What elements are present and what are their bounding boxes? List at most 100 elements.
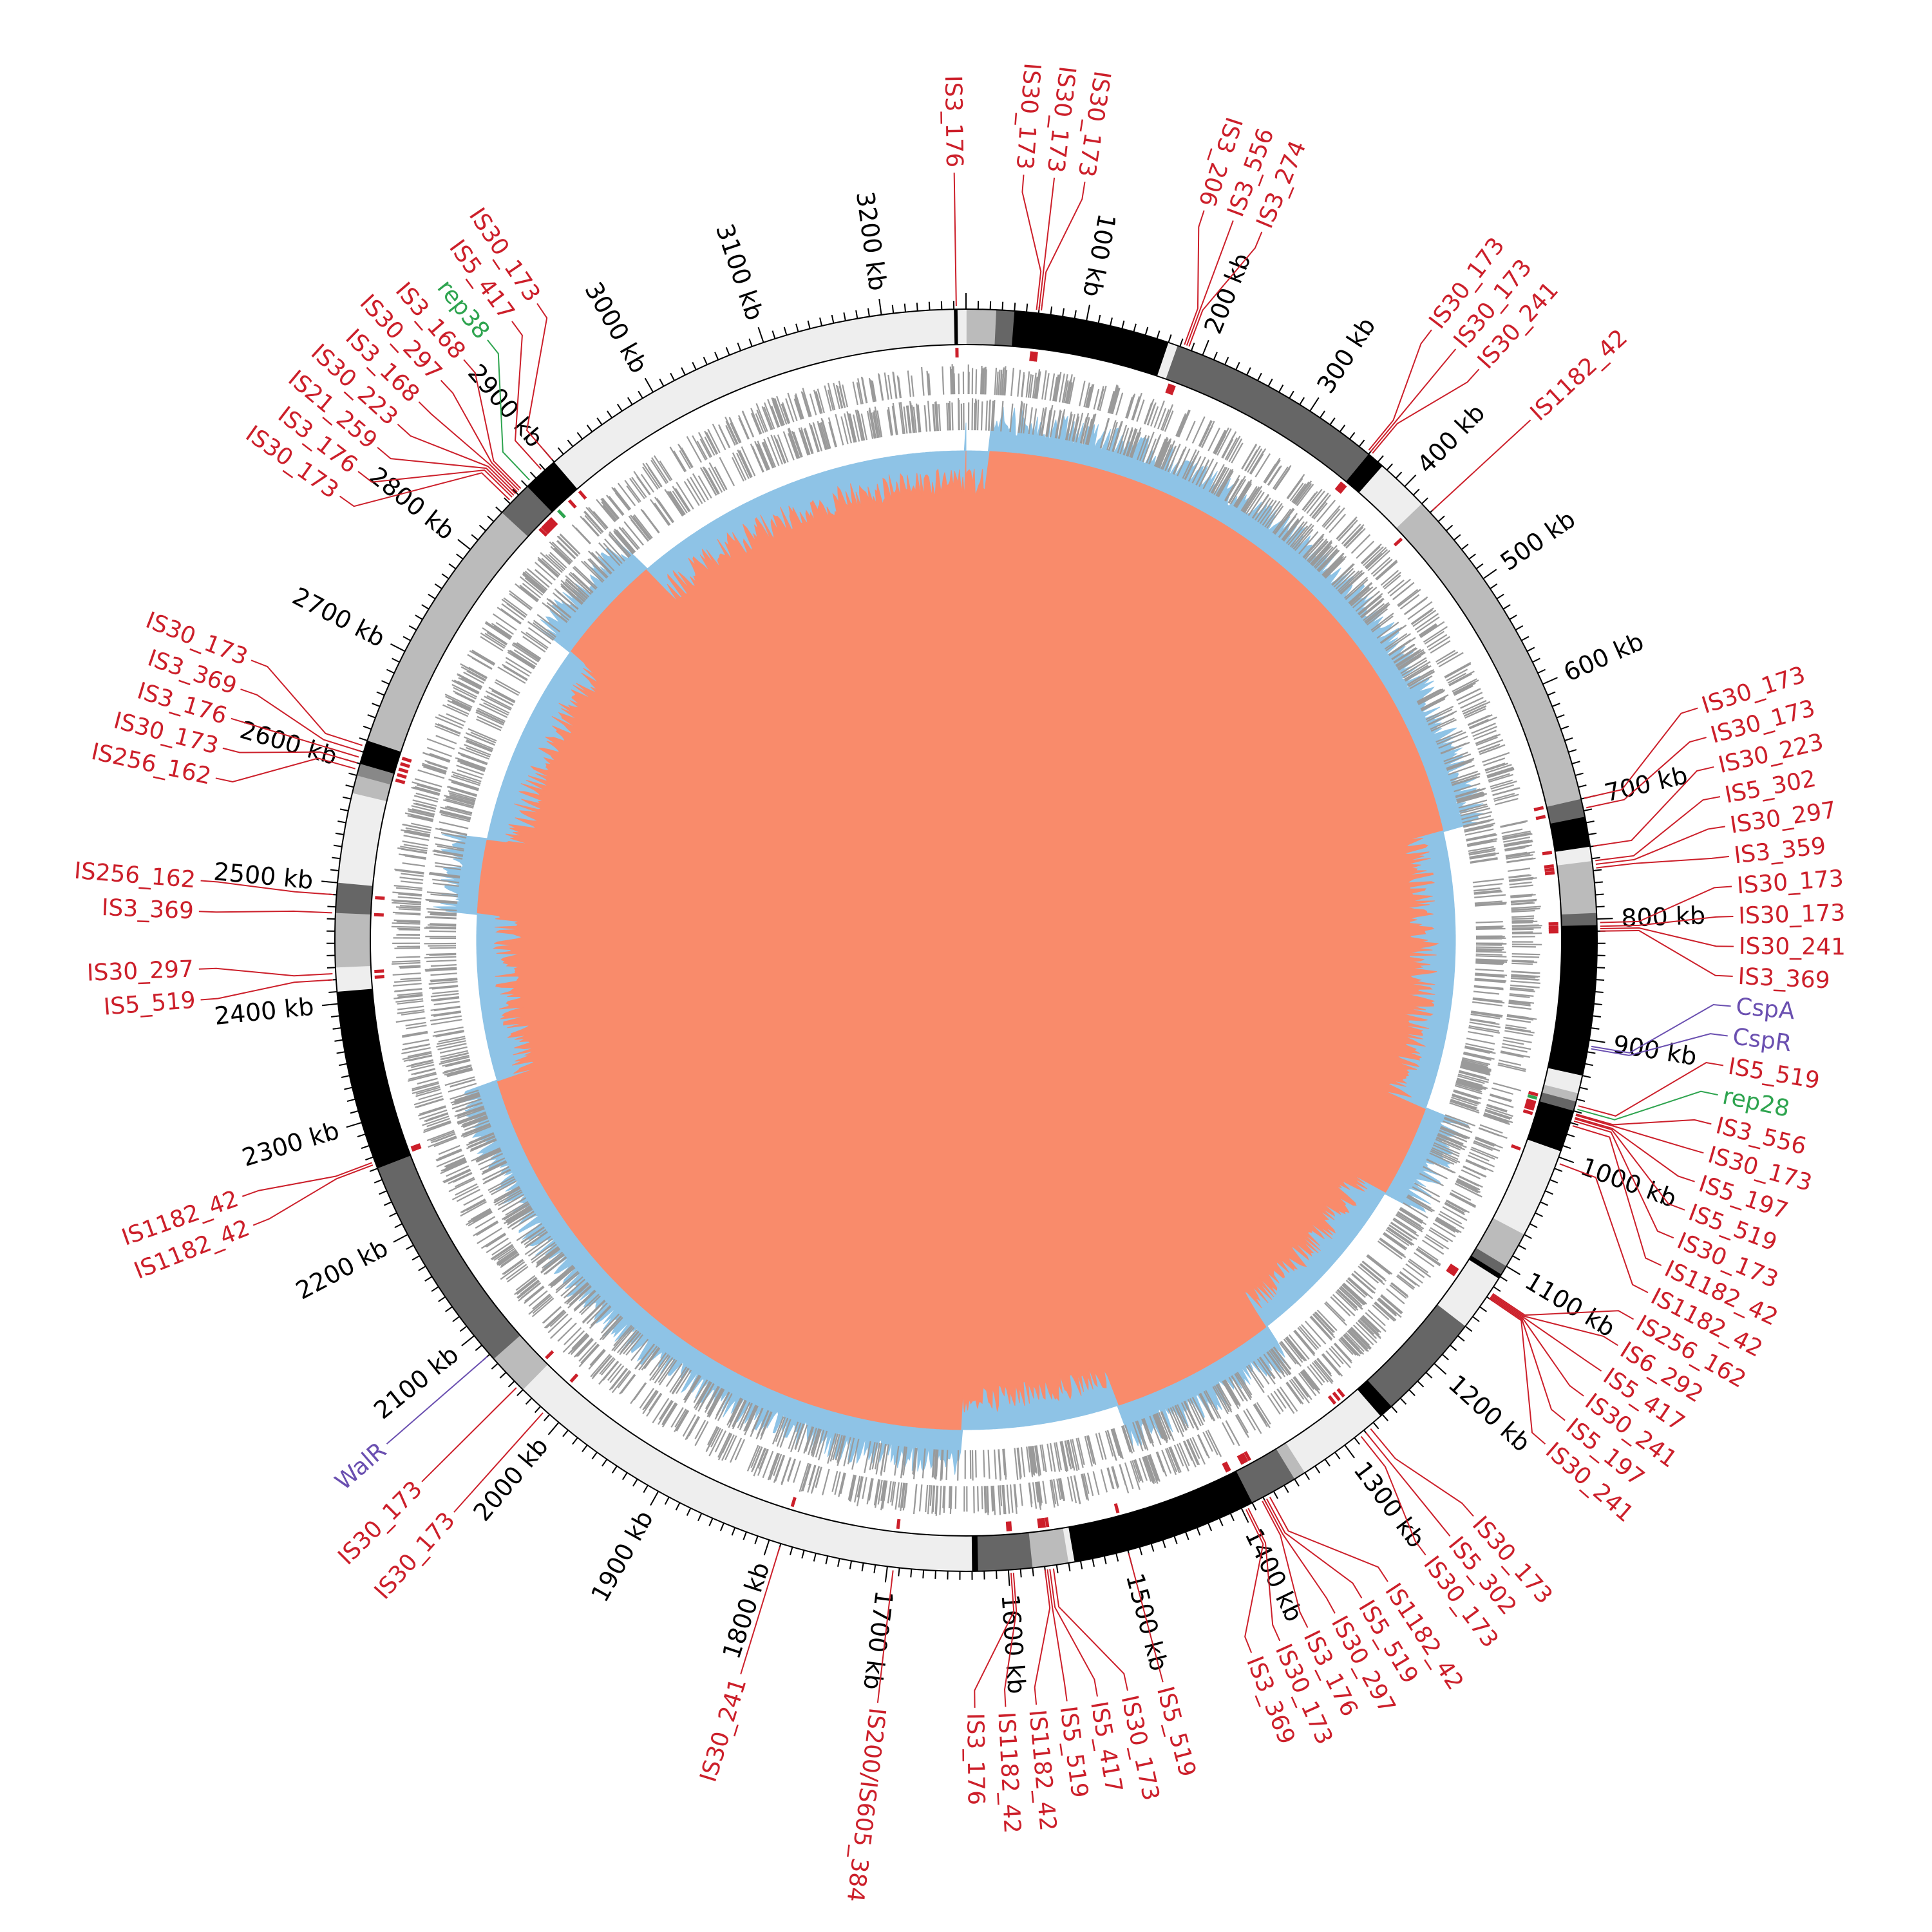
feature-leader-line	[222, 747, 357, 764]
ideogram-inner-border	[370, 344, 1562, 1537]
feature-marker	[374, 974, 384, 979]
feature-marker	[1522, 1109, 1533, 1115]
ideogram-band	[966, 309, 997, 346]
ideogram-band	[337, 792, 387, 886]
is-element-label: IS3_176	[961, 1713, 989, 1806]
tick-label: 2300 kb	[239, 1116, 343, 1172]
tick-label: 2400 kb	[213, 992, 316, 1030]
feature-leader-line	[1490, 1296, 1584, 1397]
ideogram-band	[1468, 1255, 1502, 1280]
feature-leader-line	[463, 359, 522, 489]
feature-leader-line	[1038, 177, 1056, 310]
feature-leader-line	[1586, 737, 1707, 809]
feature-marker	[1334, 481, 1344, 491]
ideogram-band	[554, 309, 956, 489]
feature-marker	[1336, 482, 1345, 493]
feature-marker	[1041, 1517, 1046, 1528]
is-element-label: IS1182_42	[1023, 1709, 1061, 1832]
feature-marker	[540, 525, 551, 535]
is-element-label: IS200/IS605_384	[842, 1707, 891, 1904]
feature-marker	[1527, 1094, 1538, 1100]
tick-label: 2500 kb	[213, 857, 314, 895]
tick-label: 1300 kb	[1348, 1456, 1430, 1553]
feature-leader-line	[974, 1573, 1015, 1708]
feature-leader-line	[1600, 929, 1733, 978]
feature-marker	[1393, 537, 1403, 547]
is-element-label: IS30_173	[1738, 900, 1846, 929]
feature-marker	[1544, 864, 1555, 869]
feature-leader-line	[1247, 1508, 1281, 1642]
feature-leader-line	[1489, 1298, 1546, 1445]
ideogram-band	[954, 309, 959, 345]
feature-leader-line	[1021, 175, 1042, 310]
feature-leader-line	[1596, 855, 1729, 869]
feature-marker	[542, 524, 552, 533]
is-element-label: IS30_173	[1073, 69, 1115, 178]
feature-marker	[547, 518, 556, 528]
feature-leader-line	[251, 659, 363, 746]
feature-marker	[569, 1373, 579, 1383]
feature-marker	[411, 1145, 422, 1152]
feature-marker	[1244, 1451, 1251, 1461]
feature-marker	[374, 969, 384, 974]
tick-label: 1100 kb	[1520, 1267, 1620, 1343]
ideogram-band	[1062, 1527, 1075, 1564]
ideogram-band	[1548, 925, 1597, 1077]
tick-label: 600 kb	[1559, 627, 1647, 687]
feature-leader-line	[198, 967, 333, 977]
feature-marker	[1526, 1099, 1536, 1106]
is-element-label: IS1182_42	[1526, 325, 1633, 426]
tick-label: 1200 kb	[1443, 1369, 1535, 1457]
ideogram-band	[957, 309, 967, 345]
is-element-label: IS30_297	[86, 956, 194, 987]
tick-label: 500 kb	[1495, 505, 1580, 576]
ideogram-band	[1346, 454, 1383, 493]
ideogram-band	[522, 1364, 972, 1572]
ideogram-band	[994, 310, 1016, 346]
ideogram-band	[335, 882, 373, 915]
feature-leader-line	[1584, 707, 1698, 799]
feature-marker	[1169, 384, 1176, 395]
feature-marker	[1336, 1388, 1345, 1398]
feature-leader-line	[1600, 927, 1734, 947]
ideogram-band	[335, 912, 371, 968]
feature-leader-line	[511, 321, 542, 470]
feature-marker	[1240, 1452, 1249, 1463]
feature-leader-line	[1593, 766, 1714, 847]
feature-leader-line	[876, 1570, 894, 1703]
ideogram-band	[357, 763, 395, 785]
feature-leader-line	[252, 1164, 374, 1226]
ideogram-band	[1542, 1084, 1578, 1103]
feature-leader-line	[1492, 1294, 1618, 1347]
is-element-label: IS5_519	[1054, 1705, 1092, 1799]
ideogram-band	[1475, 1218, 1524, 1267]
tick-label: 3200 kb	[851, 190, 892, 292]
ideogram-band	[976, 1532, 1033, 1571]
ideogram-band	[1539, 1092, 1577, 1112]
feature-leader-line	[1575, 1114, 1704, 1154]
tick-label: 800 kb	[1621, 901, 1706, 932]
feature-leader-line	[1372, 368, 1480, 454]
feature-marker	[790, 1497, 797, 1508]
feature-marker	[545, 520, 555, 530]
feature-leader-line	[377, 447, 515, 496]
feature-marker	[1236, 1454, 1245, 1465]
is-element-label: IS30_173	[1011, 62, 1045, 171]
ideogram-band	[971, 1535, 978, 1571]
feature-marker	[1535, 815, 1546, 820]
is-element-label: IS5_519	[1151, 1684, 1200, 1780]
ideogram-band	[1527, 1101, 1574, 1152]
feature-leader-line	[1046, 1569, 1068, 1701]
ideogram-band	[1235, 1448, 1295, 1503]
feature-marker	[544, 522, 554, 531]
gc-skew-track	[433, 406, 1484, 1475]
feature-leader-line	[1041, 182, 1086, 311]
feature-marker	[1338, 484, 1347, 494]
ideogram-band	[1157, 342, 1179, 379]
feature-leader-line	[1370, 348, 1457, 453]
feature-marker	[1544, 871, 1555, 876]
feature-leader-line	[1591, 1033, 1728, 1056]
feature-leader-line	[1128, 1553, 1164, 1683]
feature-marker	[1446, 1268, 1456, 1276]
